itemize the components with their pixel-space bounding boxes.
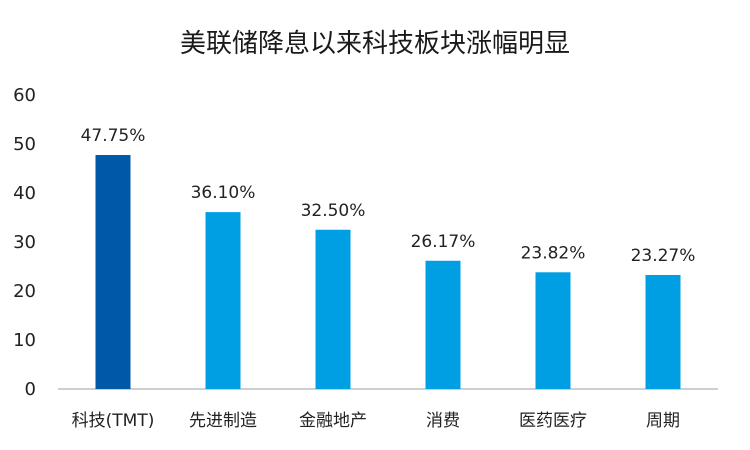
- x-tick-label: 周期: [646, 411, 680, 431]
- y-tick-label: 10: [13, 330, 36, 351]
- data-label: 23.82%: [521, 243, 586, 263]
- bar: [535, 272, 571, 389]
- data-label: 32.50%: [301, 201, 366, 221]
- x-axis: 科技(TMT) 先进制造 金融地产 消费 医药医疗 周期: [72, 411, 680, 431]
- bar: [425, 260, 461, 389]
- bars: [95, 155, 681, 389]
- y-tick-label: 0: [25, 379, 36, 400]
- x-tick-label: 消费: [426, 411, 460, 431]
- chart-title: 美联储降息以来科技板块涨幅明显: [180, 29, 570, 59]
- x-tick-label: 先进制造: [189, 411, 257, 431]
- data-label: 23.27%: [631, 246, 696, 266]
- bar: [205, 212, 241, 389]
- bar: [315, 229, 351, 389]
- data-label: 36.10%: [191, 183, 256, 203]
- x-tick-label: 医药医疗: [519, 411, 587, 431]
- y-tick-label: 20: [13, 281, 36, 302]
- bar: [95, 155, 131, 389]
- y-axis: 0 10 20 30 40 50 60: [13, 85, 36, 400]
- bar: [645, 274, 681, 389]
- y-tick-label: 40: [13, 183, 36, 204]
- y-tick-label: 50: [13, 134, 36, 155]
- data-label: 47.75%: [81, 126, 146, 146]
- y-tick-label: 60: [13, 85, 36, 106]
- x-tick-label: 金融地产: [299, 411, 367, 431]
- x-tick-label: 科技(TMT): [72, 411, 155, 431]
- y-tick-label: 30: [13, 232, 36, 253]
- data-label: 26.17%: [411, 232, 476, 252]
- value-labels: 47.75% 36.10% 32.50% 26.17% 23.82% 23.27%: [81, 126, 696, 266]
